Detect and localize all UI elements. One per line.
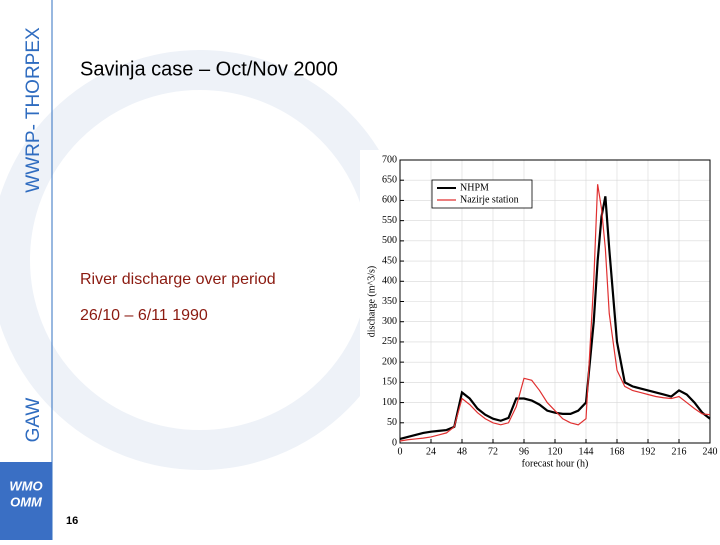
x-tick-label: 120 xyxy=(548,446,563,457)
y-tick-label: 700 xyxy=(382,154,397,165)
y-tick-label: 300 xyxy=(382,316,397,327)
logo: WMO xyxy=(9,478,42,493)
y-tick-label: 200 xyxy=(382,356,397,367)
y-tick-label: 650 xyxy=(382,175,397,186)
y-tick-label: 450 xyxy=(382,255,397,266)
legend-label: Nazirje station xyxy=(460,194,519,205)
slide-title: Savinja case – Oct/Nov 2000 xyxy=(80,58,338,80)
y-tick-label: 550 xyxy=(382,215,397,226)
sidebar-label: WWRP- THORPEX xyxy=(23,27,44,193)
y-tick-label: 400 xyxy=(382,276,397,287)
y-tick-label: 250 xyxy=(382,336,397,347)
legend-label: NHPM xyxy=(460,182,489,193)
y-tick-label: 600 xyxy=(382,195,397,206)
x-tick-label: 48 xyxy=(457,446,467,457)
plot-frame xyxy=(399,159,711,444)
x-tick-label: 168 xyxy=(610,446,625,457)
logo-block xyxy=(0,462,52,540)
y-tick-label: 350 xyxy=(382,296,397,307)
x-axis-label: forecast hour (h) xyxy=(522,458,589,469)
text-line: 26/10 – 6/11 1990 xyxy=(80,307,208,324)
logo: OMM xyxy=(10,494,43,509)
x-tick-label: 240 xyxy=(703,446,718,457)
y-tick-label: 500 xyxy=(382,235,397,246)
x-tick-label: 0 xyxy=(398,446,403,457)
x-tick-label: 24 xyxy=(426,446,436,457)
chart: 0 50 100 150 200 250 300 350 400 450 500 550 600 650 7… xyxy=(366,154,717,469)
y-tick-label: 150 xyxy=(382,377,397,388)
x-tick-label: 216 xyxy=(672,446,687,457)
chart-area xyxy=(360,150,720,500)
series-line xyxy=(399,184,711,442)
sidebar-label: GAW xyxy=(23,398,44,443)
legend-box xyxy=(431,179,533,209)
x-tick-label: 72 xyxy=(488,446,498,457)
page-number: 16 xyxy=(66,515,78,527)
x-tick-label: 144 xyxy=(579,446,594,457)
text-line: River discharge over period xyxy=(80,271,276,288)
x-tick-label: 96 xyxy=(519,446,529,457)
y-axis-label: discharge (m^3/s) xyxy=(366,266,377,337)
x-tick-label: 192 xyxy=(641,446,656,457)
y-tick-label: 100 xyxy=(382,397,397,408)
y-tick-label: 0 xyxy=(392,437,397,448)
y-tick-label: 50 xyxy=(387,417,397,428)
